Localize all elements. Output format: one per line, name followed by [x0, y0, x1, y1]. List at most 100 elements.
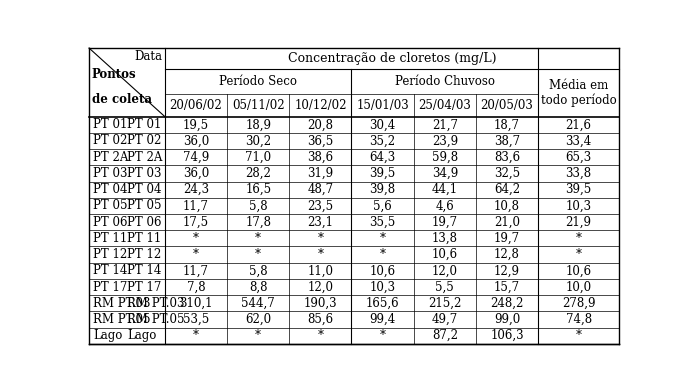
Text: *: * [317, 329, 323, 342]
Text: Concentração de cloretos (mg/L): Concentração de cloretos (mg/L) [288, 52, 496, 65]
Text: 71,0: 71,0 [245, 151, 272, 164]
Text: 38,7: 38,7 [494, 135, 520, 147]
Text: 5,5: 5,5 [435, 281, 454, 294]
Text: *: * [255, 248, 261, 261]
Text: 20/06/02: 20/06/02 [169, 99, 223, 112]
Text: 10,6: 10,6 [432, 248, 458, 261]
Text: 21,9: 21,9 [566, 216, 591, 229]
Text: *: * [193, 329, 199, 342]
Text: Período Seco: Período Seco [219, 75, 297, 88]
Text: 10,3: 10,3 [370, 281, 396, 294]
Text: 24,3: 24,3 [183, 183, 209, 196]
Text: RM PT.03: RM PT.03 [93, 297, 151, 310]
Text: PT 05: PT 05 [127, 199, 162, 212]
Text: 20/05/03: 20/05/03 [480, 99, 533, 112]
Text: Média em
todo período: Média em todo período [541, 79, 616, 107]
Text: 85,6: 85,6 [307, 313, 334, 326]
Text: *: * [576, 329, 582, 342]
Text: PT 04: PT 04 [93, 183, 128, 196]
Text: PT 12: PT 12 [93, 248, 128, 261]
Text: 18,9: 18,9 [245, 118, 271, 131]
Text: 59,8: 59,8 [432, 151, 458, 164]
Text: 48,7: 48,7 [307, 183, 334, 196]
Text: PT 01: PT 01 [127, 118, 162, 131]
Text: 5,8: 5,8 [249, 264, 267, 277]
Text: *: * [317, 248, 323, 261]
Text: RM PT.05: RM PT.05 [93, 313, 151, 326]
Text: 21,6: 21,6 [566, 118, 591, 131]
Text: PT 11: PT 11 [93, 232, 128, 245]
Text: 165,6: 165,6 [366, 297, 399, 310]
Text: 99,0: 99,0 [494, 313, 520, 326]
Text: PT 02: PT 02 [127, 135, 162, 147]
Text: 21,0: 21,0 [494, 216, 520, 229]
Text: PT 2A: PT 2A [93, 151, 129, 164]
Text: 5,6: 5,6 [373, 199, 392, 212]
Text: 30,4: 30,4 [370, 118, 396, 131]
Text: 10,0: 10,0 [565, 281, 591, 294]
Text: 10/12/02: 10/12/02 [294, 99, 347, 112]
Text: 13,8: 13,8 [432, 232, 457, 245]
Text: PT 03: PT 03 [93, 167, 128, 180]
Text: 33,8: 33,8 [565, 167, 591, 180]
Text: 28,2: 28,2 [245, 167, 271, 180]
Text: 34,9: 34,9 [432, 167, 458, 180]
Text: 19,7: 19,7 [494, 232, 520, 245]
Text: PT 11: PT 11 [127, 232, 161, 245]
Text: 65,3: 65,3 [565, 151, 591, 164]
Text: Lago: Lago [93, 329, 123, 342]
Text: 23,9: 23,9 [432, 135, 458, 147]
Text: Lago: Lago [127, 329, 156, 342]
Text: 33,4: 33,4 [565, 135, 591, 147]
Text: 106,3: 106,3 [490, 329, 524, 342]
Text: PT 02: PT 02 [93, 135, 128, 147]
Text: PT 14: PT 14 [93, 264, 128, 277]
Text: *: * [193, 232, 199, 245]
Text: 16,5: 16,5 [245, 183, 272, 196]
Text: 23,5: 23,5 [307, 199, 334, 212]
Text: 4,6: 4,6 [435, 199, 454, 212]
Text: PT 04: PT 04 [127, 183, 162, 196]
Text: 64,2: 64,2 [494, 183, 520, 196]
Text: 31,9: 31,9 [307, 167, 334, 180]
Text: PT 05: PT 05 [93, 199, 128, 212]
Text: 8,8: 8,8 [249, 281, 267, 294]
Text: 32,5: 32,5 [494, 167, 520, 180]
Text: 20,8: 20,8 [307, 118, 333, 131]
Text: 35,2: 35,2 [370, 135, 396, 147]
Text: 64,3: 64,3 [370, 151, 396, 164]
Text: 36,0: 36,0 [183, 167, 209, 180]
Text: *: * [379, 232, 386, 245]
Text: PT 17: PT 17 [127, 281, 162, 294]
Text: 5,8: 5,8 [249, 199, 267, 212]
Text: 17,5: 17,5 [183, 216, 209, 229]
Text: 248,2: 248,2 [491, 297, 524, 310]
Text: 21,7: 21,7 [432, 118, 457, 131]
Text: PT 12: PT 12 [127, 248, 161, 261]
Text: 15,7: 15,7 [494, 281, 520, 294]
Text: PT 01: PT 01 [93, 118, 128, 131]
Text: 83,6: 83,6 [494, 151, 520, 164]
Text: 39,8: 39,8 [370, 183, 396, 196]
Text: *: * [193, 248, 199, 261]
Text: 36,5: 36,5 [307, 135, 334, 147]
Text: PT 06: PT 06 [93, 216, 128, 229]
Text: 87,2: 87,2 [432, 329, 457, 342]
Text: 12,8: 12,8 [494, 248, 520, 261]
Text: Data: Data [134, 50, 162, 64]
Text: 49,7: 49,7 [432, 313, 458, 326]
Text: 12,0: 12,0 [432, 264, 457, 277]
Text: 44,1: 44,1 [432, 183, 458, 196]
Text: 36,0: 36,0 [183, 135, 209, 147]
Text: 7,8: 7,8 [187, 281, 205, 294]
Text: PT 06: PT 06 [127, 216, 162, 229]
Text: PT 14: PT 14 [127, 264, 162, 277]
Text: *: * [576, 232, 582, 245]
Text: *: * [255, 329, 261, 342]
Text: 53,5: 53,5 [183, 313, 209, 326]
Text: 25/04/03: 25/04/03 [418, 99, 471, 112]
Text: 12,0: 12,0 [307, 281, 333, 294]
Text: 05/11/02: 05/11/02 [232, 99, 285, 112]
Text: 99,4: 99,4 [370, 313, 396, 326]
Text: de coleta: de coleta [92, 93, 152, 106]
